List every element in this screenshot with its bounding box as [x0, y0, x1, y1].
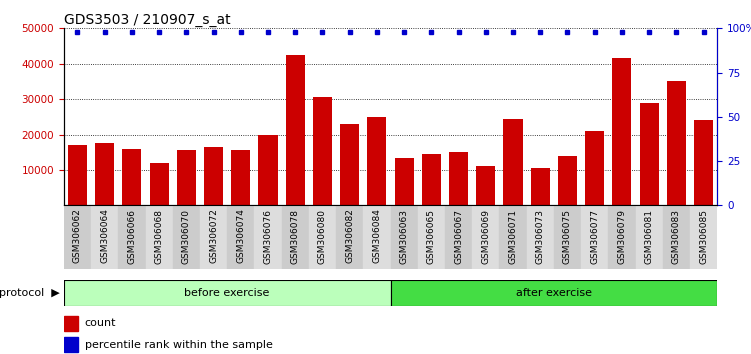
- Text: GSM306065: GSM306065: [427, 209, 436, 263]
- Bar: [200, 205, 227, 269]
- Text: GSM306063: GSM306063: [400, 209, 409, 263]
- Text: GSM306080: GSM306080: [318, 209, 327, 263]
- Bar: [640, 103, 659, 205]
- Bar: [526, 205, 554, 269]
- Text: GSM306085: GSM306085: [699, 209, 708, 263]
- Bar: [122, 149, 141, 205]
- Bar: [255, 205, 282, 269]
- Text: GSM306079: GSM306079: [617, 209, 626, 263]
- Text: GSM306068: GSM306068: [155, 209, 164, 263]
- Bar: [340, 124, 359, 205]
- Bar: [95, 143, 114, 205]
- Bar: [690, 205, 717, 269]
- Bar: [449, 152, 468, 205]
- Text: GSM306074: GSM306074: [237, 209, 246, 263]
- Text: GSM306072: GSM306072: [209, 209, 218, 263]
- Text: GSM306076: GSM306076: [264, 209, 273, 263]
- Bar: [282, 205, 309, 269]
- Bar: [64, 337, 78, 352]
- Bar: [204, 147, 223, 205]
- Bar: [336, 205, 363, 269]
- Text: protocol  ▶: protocol ▶: [0, 288, 60, 298]
- Bar: [64, 280, 391, 306]
- Bar: [258, 135, 278, 205]
- Bar: [608, 205, 635, 269]
- Bar: [585, 131, 605, 205]
- Bar: [581, 205, 608, 269]
- Bar: [531, 168, 550, 205]
- Text: GSM306070: GSM306070: [182, 209, 191, 263]
- Bar: [394, 158, 414, 205]
- Bar: [91, 205, 119, 269]
- Bar: [231, 150, 250, 205]
- Text: GSM306078: GSM306078: [291, 209, 300, 263]
- Bar: [476, 166, 496, 205]
- Text: GSM306066: GSM306066: [128, 209, 137, 263]
- Text: GDS3503 / 210907_s_at: GDS3503 / 210907_s_at: [64, 13, 231, 27]
- Text: GSM306083: GSM306083: [672, 209, 681, 263]
- Text: count: count: [85, 318, 116, 329]
- Bar: [503, 119, 523, 205]
- Bar: [64, 205, 91, 269]
- Bar: [554, 205, 581, 269]
- Text: GSM306077: GSM306077: [590, 209, 599, 263]
- Bar: [173, 205, 200, 269]
- Bar: [367, 117, 387, 205]
- Text: GSM306081: GSM306081: [644, 209, 653, 263]
- Bar: [391, 280, 717, 306]
- Bar: [176, 150, 196, 205]
- Text: percentile rank within the sample: percentile rank within the sample: [85, 339, 273, 350]
- Bar: [391, 205, 418, 269]
- Text: GSM306075: GSM306075: [563, 209, 572, 263]
- Bar: [499, 205, 526, 269]
- Bar: [227, 205, 255, 269]
- Bar: [119, 205, 146, 269]
- Bar: [146, 205, 173, 269]
- Text: after exercise: after exercise: [516, 288, 592, 298]
- Bar: [472, 205, 499, 269]
- Bar: [313, 97, 332, 205]
- Text: GSM306073: GSM306073: [535, 209, 544, 263]
- Text: GSM306071: GSM306071: [508, 209, 517, 263]
- Bar: [149, 163, 169, 205]
- Bar: [285, 55, 305, 205]
- Bar: [363, 205, 391, 269]
- Text: GSM306069: GSM306069: [481, 209, 490, 263]
- Text: GSM306064: GSM306064: [100, 209, 109, 263]
- Bar: [64, 316, 78, 331]
- Text: GSM306062: GSM306062: [73, 209, 82, 263]
- Bar: [667, 81, 686, 205]
- Bar: [694, 120, 713, 205]
- Bar: [612, 58, 632, 205]
- Bar: [445, 205, 472, 269]
- Bar: [309, 205, 336, 269]
- Bar: [418, 205, 445, 269]
- Bar: [558, 156, 577, 205]
- Bar: [422, 154, 441, 205]
- Bar: [635, 205, 662, 269]
- Text: GSM306082: GSM306082: [345, 209, 354, 263]
- Bar: [68, 145, 87, 205]
- Bar: [662, 205, 690, 269]
- Text: before exercise: before exercise: [185, 288, 270, 298]
- Text: GSM306067: GSM306067: [454, 209, 463, 263]
- Text: GSM306084: GSM306084: [372, 209, 382, 263]
